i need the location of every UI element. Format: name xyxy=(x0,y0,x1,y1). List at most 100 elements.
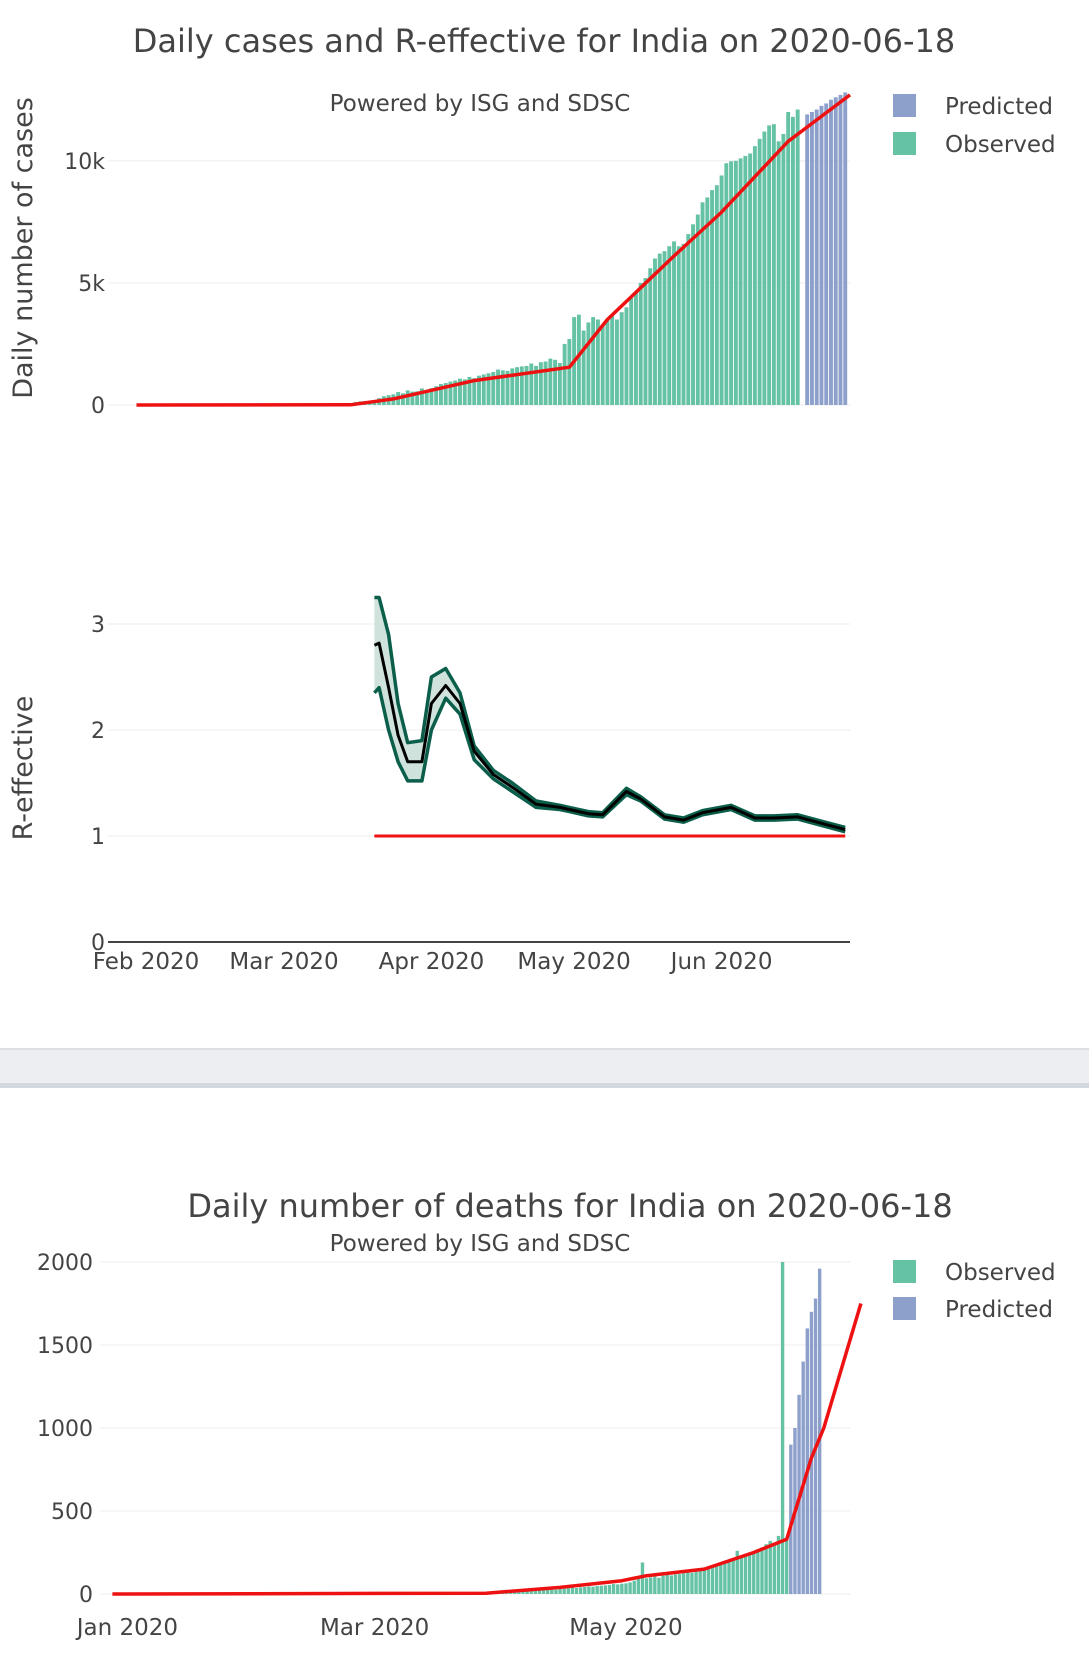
observed-bar xyxy=(583,1587,587,1594)
y-tick-label: 2000 xyxy=(37,1251,93,1276)
x-tick-label: May 2020 xyxy=(569,1615,682,1641)
observed-bar xyxy=(624,1583,628,1594)
y-tick-label: 1500 xyxy=(37,1334,93,1359)
observed-bar xyxy=(591,317,596,405)
observed-bar xyxy=(767,125,772,405)
observed-bar xyxy=(669,1575,674,1594)
observed-bar xyxy=(513,1592,517,1594)
fit-line xyxy=(136,93,852,407)
y-tick-label: 0 xyxy=(91,394,105,419)
predicted-bar xyxy=(824,103,829,405)
observed-bar xyxy=(760,1547,764,1594)
predicted-bar xyxy=(789,1444,793,1594)
x-tick-label: Feb 2020 xyxy=(93,949,200,975)
chart-title: Daily cases and R-effective for India on… xyxy=(133,22,956,60)
observed-bar xyxy=(771,124,776,406)
observed-bar xyxy=(776,141,781,406)
observed-bar xyxy=(458,378,462,405)
observed-bar xyxy=(698,1570,702,1594)
observed-bar xyxy=(424,390,429,405)
observed-bar xyxy=(690,1572,694,1594)
predicted-bar xyxy=(814,109,819,405)
legend-label-predicted: Predicted xyxy=(945,1297,1053,1323)
observed-bar xyxy=(562,343,567,405)
observed-bar xyxy=(752,1552,756,1594)
observed-bar xyxy=(415,391,420,405)
observed-bar xyxy=(546,1589,550,1594)
observed-bar xyxy=(554,1589,558,1594)
observed-bar xyxy=(525,1590,529,1594)
predicted-bar xyxy=(819,105,824,405)
observed-bar xyxy=(524,365,529,405)
observed-bar xyxy=(586,322,591,405)
observed-bar xyxy=(477,375,481,405)
observed-bar xyxy=(657,253,662,405)
observed-bar xyxy=(667,246,672,405)
observed-bar xyxy=(500,370,505,405)
observed-bar xyxy=(595,319,600,405)
observed-bar xyxy=(510,368,515,405)
observed-bar xyxy=(735,1550,739,1594)
x-tick-label: Jan 2020 xyxy=(75,1615,178,1641)
observed-bar xyxy=(533,1590,538,1594)
chart-title: Daily number of deaths for India on 2020… xyxy=(187,1187,952,1225)
observed-bar xyxy=(521,1591,525,1594)
reff-mean-line xyxy=(373,641,846,832)
observed-bar xyxy=(643,278,648,405)
observed-bar xyxy=(624,307,629,405)
observed-bar xyxy=(700,202,705,405)
observed-bar xyxy=(748,153,753,405)
observed-bar xyxy=(578,1587,583,1594)
observed-bar xyxy=(636,1579,641,1594)
y-tick-label: 2 xyxy=(91,719,105,744)
observed-bar xyxy=(634,292,638,405)
observed-bar xyxy=(591,1586,595,1594)
observed-bar xyxy=(611,1584,616,1594)
observed-bar xyxy=(657,1577,661,1594)
observed-bar xyxy=(733,160,738,405)
observed-bar xyxy=(724,163,729,405)
observed-bar xyxy=(614,319,619,405)
observed-bar xyxy=(605,319,610,405)
observed-bar xyxy=(629,297,634,405)
observed-bar xyxy=(691,224,695,405)
observed-bar xyxy=(772,1542,777,1594)
observed-bar xyxy=(603,1585,608,1594)
observed-bar xyxy=(486,373,491,405)
legend-swatch-observed xyxy=(893,1260,916,1283)
observed-bar xyxy=(653,1576,657,1594)
observed-bar xyxy=(529,363,534,405)
legend-swatch-predicted xyxy=(893,1297,916,1320)
predicted-bar xyxy=(817,1268,822,1594)
y-tick-label: 10k xyxy=(64,150,105,175)
observed-bar xyxy=(729,161,734,405)
observed-bar xyxy=(649,1577,653,1594)
observed-bar xyxy=(550,1589,554,1594)
legend-label-observed: Observed xyxy=(945,1260,1056,1286)
observed-bar xyxy=(576,314,581,405)
y-tick-label: 5k xyxy=(78,272,105,297)
observed-bar xyxy=(781,133,786,405)
cases-reff-panel: Daily cases and R-effective for India on… xyxy=(8,22,1056,975)
observed-bar xyxy=(553,359,558,405)
predicted-bar xyxy=(801,1361,805,1594)
legend-label-predicted: Predicted xyxy=(945,94,1053,120)
observed-bar xyxy=(719,175,724,405)
legend-swatch-observed xyxy=(893,132,916,155)
observed-bar xyxy=(491,372,496,405)
observed-bar xyxy=(467,376,472,405)
observed-bar xyxy=(762,131,767,405)
y-tick-label: 0 xyxy=(91,931,105,956)
observed-bar xyxy=(632,1580,636,1594)
predicted-bar xyxy=(805,114,810,405)
observed-bar xyxy=(543,361,548,405)
observed-bar xyxy=(453,380,458,405)
reff-lower-line xyxy=(373,685,846,834)
observed-bar xyxy=(653,258,657,405)
predicted-bar xyxy=(843,92,848,405)
observed-bar xyxy=(496,369,500,405)
y-tick-label: 0 xyxy=(79,1583,93,1608)
predicted-bar xyxy=(838,94,843,405)
observed-bar xyxy=(756,1549,760,1594)
observed-bar xyxy=(448,381,453,405)
